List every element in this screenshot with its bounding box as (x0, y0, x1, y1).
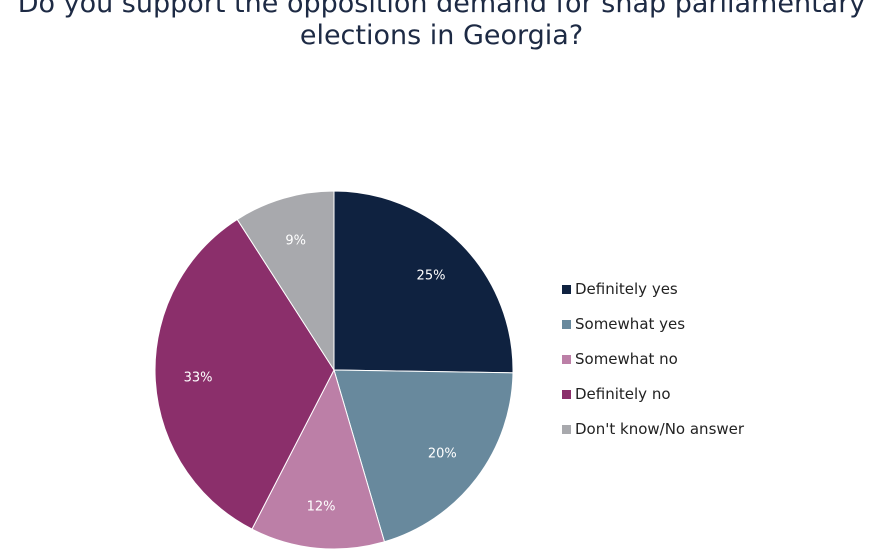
data-label-definitely-no: 33% (184, 371, 213, 386)
legend-item-somewhat-no: Somewhat no (562, 349, 744, 369)
legend-swatch (562, 319, 571, 329)
chart-title-line-2: elections in Georgia? (299, 20, 584, 51)
legend: Definitely yes Somewhat yes Somewhat no … (562, 279, 744, 454)
legend-swatch (562, 424, 571, 434)
pie-slice-somewhat-no (251, 368, 386, 549)
legend-label: Definitely yes (575, 280, 678, 298)
legend-item-definitely-no: Definitely no (562, 384, 744, 404)
legend-label: Don't know/No answer (575, 420, 745, 438)
data-label-don-t-know-no-answer: 9% (285, 234, 306, 249)
legend-swatch (562, 284, 571, 294)
legend-item-definitely-yes: Definitely yes (562, 279, 744, 299)
chart-title-line-1: Do you support the opposition demand for… (17, 0, 866, 19)
legend-label: Somewhat no (575, 350, 678, 368)
pie-slice-don-t-know-no-answer (236, 190, 335, 372)
pie-slice-definitely-no (154, 218, 335, 530)
legend-item-dont-know: Don't know/No answer (562, 419, 744, 439)
legend-item-somewhat-yes: Somewhat yes (562, 314, 744, 334)
legend-swatch (562, 389, 571, 399)
data-label-somewhat-no: 12% (307, 499, 336, 514)
data-label-definitely-yes: 25% (417, 269, 446, 284)
chart-title: Do you support the opposition demand for… (0, 0, 883, 52)
legend-label: Definitely no (575, 385, 671, 403)
data-label-somewhat-yes: 20% (428, 446, 457, 461)
pie-slice-definitely-yes (333, 190, 514, 374)
pie-slice-somewhat-yes (333, 369, 514, 543)
legend-swatch (562, 354, 571, 364)
legend-label: Somewhat yes (575, 315, 686, 333)
